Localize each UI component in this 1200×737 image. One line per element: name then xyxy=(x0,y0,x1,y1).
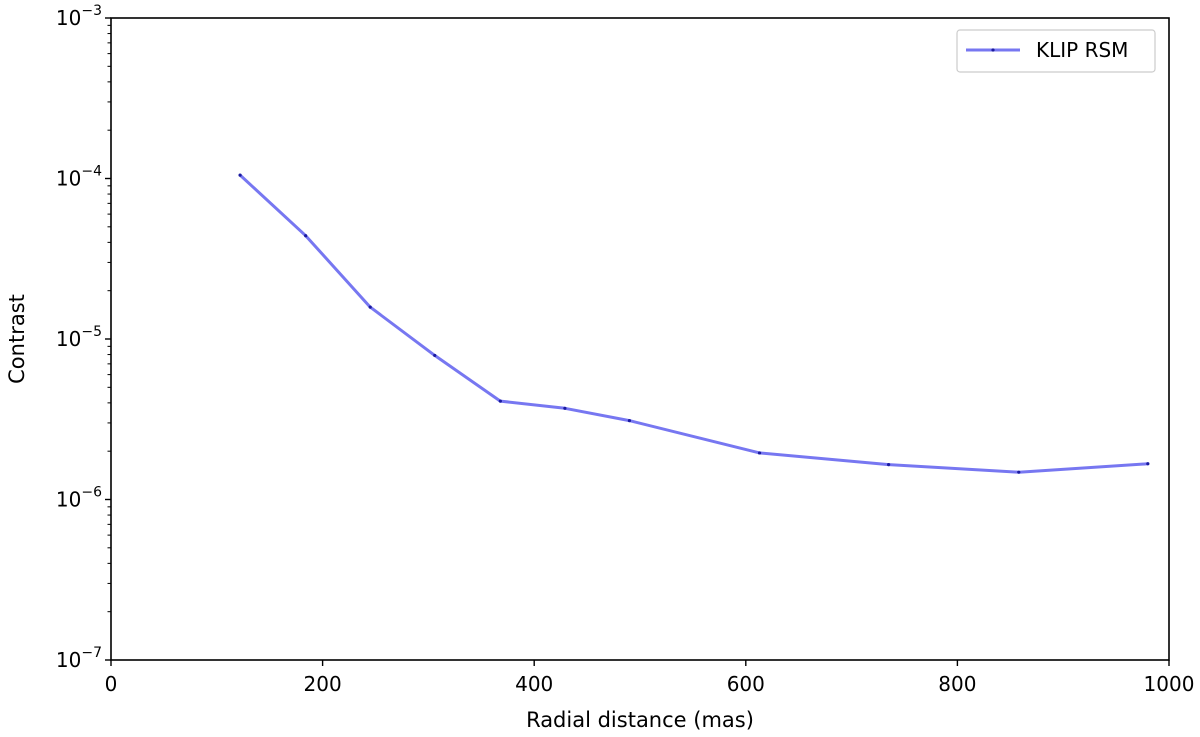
x-tick-label: 600 xyxy=(727,672,765,696)
data-point xyxy=(1146,462,1150,466)
legend-label: KLIP RSM xyxy=(1036,38,1128,62)
y-tick-label: 10−4 xyxy=(56,164,102,191)
data-point xyxy=(238,173,242,177)
data-point xyxy=(757,451,762,455)
y-axis: 10−7 10−6 10−5 10−4 10−3 xyxy=(56,3,111,672)
x-axis: 0 200 400 600 800 1000 xyxy=(105,660,1195,696)
y-tick-label: 10−3 xyxy=(56,3,102,30)
y-tick-label: 10−5 xyxy=(56,324,102,351)
y-axis-title: Contrast xyxy=(5,294,29,384)
data-point xyxy=(498,399,502,403)
x-tick-label: 200 xyxy=(304,672,342,696)
legend-marker-swatch xyxy=(991,48,995,52)
x-tick-label: 400 xyxy=(515,672,553,696)
y-tick-label: 10−6 xyxy=(56,485,102,512)
data-point xyxy=(627,419,632,423)
data-point xyxy=(433,353,437,358)
legend-frame xyxy=(956,29,1156,73)
legend: KLIP RSM xyxy=(956,29,1156,73)
x-tick-label: 1000 xyxy=(1144,672,1195,696)
y-tick-label: 10−7 xyxy=(56,645,102,672)
x-tick-label: 800 xyxy=(938,672,976,696)
axes-frame xyxy=(110,17,1170,661)
x-axis-title: Radial distance (mas) xyxy=(526,708,754,732)
data-point xyxy=(563,406,567,410)
data-point xyxy=(368,305,372,309)
x-tick-label: 0 xyxy=(105,672,118,696)
data-point xyxy=(304,234,308,238)
series-line xyxy=(239,173,1148,474)
data-point xyxy=(1017,470,1021,474)
plot-area xyxy=(238,173,1150,474)
data-point xyxy=(887,462,891,467)
